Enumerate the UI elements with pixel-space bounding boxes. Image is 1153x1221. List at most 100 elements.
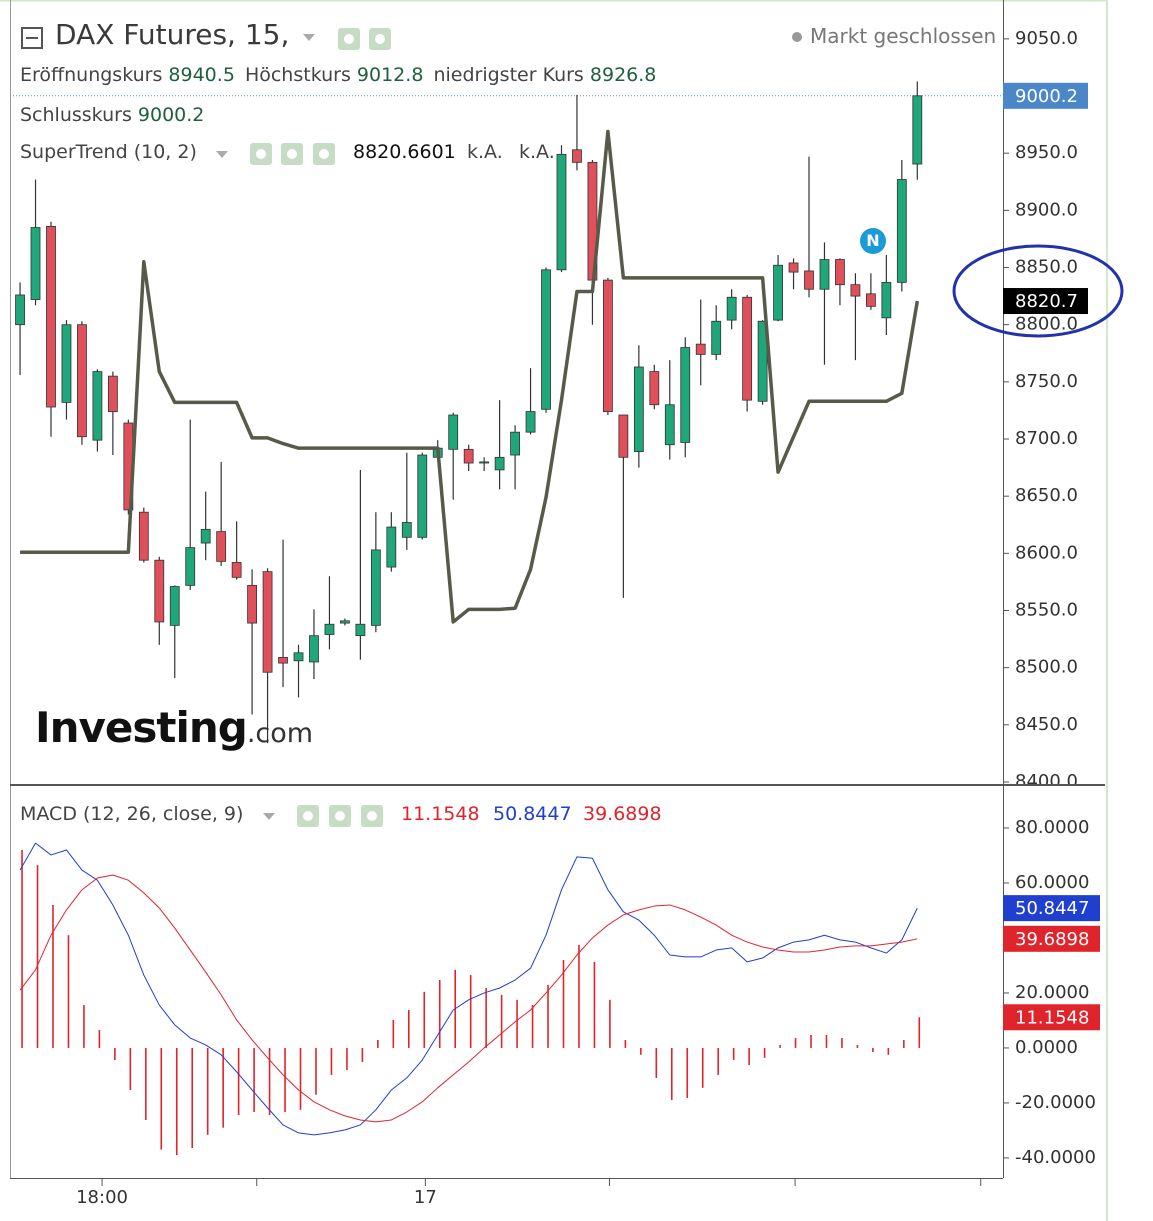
candle-body (541, 269, 551, 410)
candle-body (370, 549, 381, 626)
candle-body (695, 343, 706, 355)
price-tag-label: 50.8447 (1015, 898, 1089, 919)
candle-body (773, 264, 783, 321)
y-tick-label: 8500.0 (1015, 657, 1078, 678)
close-label: Schlusskurs (20, 104, 132, 126)
y-tick-label: 80.0000 (1015, 817, 1089, 838)
candle-body (324, 623, 335, 635)
price-tag-label: 39.6898 (1015, 929, 1089, 950)
y-tick-label: 8600.0 (1015, 542, 1078, 563)
candle-body (742, 296, 753, 401)
settings-icon[interactable] (329, 805, 351, 827)
candle-body (494, 456, 505, 471)
candle-body (138, 511, 149, 561)
high-label: Höchstkurs (244, 64, 351, 86)
highlight-ellipse (952, 244, 1124, 338)
settings-icon[interactable] (369, 28, 391, 50)
watermark-suffix: .com (247, 718, 313, 749)
candle-body (15, 294, 25, 326)
candle-body (525, 411, 536, 433)
dropdown-arrow[interactable] (263, 813, 275, 820)
news-marker[interactable]: N (860, 228, 886, 254)
y-tick-label: 8950.0 (1015, 142, 1078, 163)
candle-body (309, 635, 319, 663)
candle-body (77, 324, 87, 438)
macd-line-value: 50.8447 (493, 803, 572, 825)
macd-signal-value: 39.6898 (583, 803, 662, 825)
status-dot (792, 32, 802, 42)
supertrend-line (20, 129, 920, 624)
watermark: Investing.com (35, 703, 313, 752)
candle-body (448, 414, 459, 450)
x-tick-label: 18:00 (76, 1187, 128, 1208)
candle-body (293, 652, 304, 662)
y-tick-label: 0.0000 (1015, 1037, 1078, 1058)
candle-body (355, 623, 366, 637)
dropdown-arrow[interactable] (303, 34, 315, 41)
price-tag-box (1003, 82, 1088, 109)
high-value: 9012.8 (356, 64, 424, 86)
na-value: k.A. (519, 141, 555, 163)
candle-body (185, 547, 196, 586)
x-tick-label: 17 (414, 1187, 437, 1208)
y-tick-label: 60.0000 (1015, 872, 1089, 893)
candle-body (386, 526, 397, 568)
ohlc-line: Eröffnungskurs 8940.5 Höchstkurs 9012.8 … (20, 64, 656, 86)
candle-body (896, 179, 907, 283)
candle-body (231, 562, 242, 578)
y-tick-label: 8700.0 (1015, 428, 1078, 449)
visibility-icon[interactable] (250, 143, 272, 165)
macd-line (19, 874, 918, 1123)
y-tick-label: 8650.0 (1015, 485, 1078, 506)
y-tick-label: 8550.0 (1015, 600, 1078, 621)
price-tag-box (1003, 1004, 1100, 1031)
candle-body (912, 95, 923, 165)
market-status: Markt geschlossen (810, 24, 997, 48)
candle-body (30, 227, 41, 300)
candle-body (788, 262, 799, 273)
price-tag-label: 9000.2 (1015, 86, 1078, 107)
na-value: k.A. (467, 141, 503, 163)
candle-body (603, 279, 613, 412)
remove-icon[interactable] (313, 143, 335, 165)
chart-title: DAX Futures, 15, (55, 18, 290, 51)
candle-body (850, 284, 861, 297)
remove-icon[interactable] (361, 805, 383, 827)
price-tag-label: 8820.7 (1015, 291, 1078, 312)
y-tick-label: -40.0000 (1015, 1147, 1096, 1168)
candle-body (107, 375, 118, 412)
settings-icon[interactable] (338, 28, 360, 50)
y-tick-label: 8450.0 (1015, 714, 1078, 735)
dropdown-arrow[interactable] (216, 151, 228, 158)
candle-body (510, 431, 520, 456)
candle-body (463, 448, 474, 464)
visibility-icon[interactable] (297, 805, 319, 827)
candle-body (200, 528, 211, 544)
candle-body (278, 656, 288, 664)
candle-body (664, 404, 675, 446)
open-label: Eröffnungskurs (20, 64, 163, 86)
candle-body (633, 366, 644, 452)
candle-body (618, 414, 629, 458)
open-value: 8940.5 (168, 64, 235, 86)
candle-body (835, 259, 845, 286)
candle-body (46, 225, 56, 408)
y-tick-label: 8750.0 (1015, 371, 1078, 392)
candle-body (340, 620, 350, 624)
settings-icon[interactable] (281, 143, 303, 165)
candle-body (649, 371, 660, 406)
candle-body (556, 153, 567, 271)
price-tags: 9000.2 8820.7 50.8447 39.6898 11.1548 (1003, 82, 1100, 1031)
candle-body (92, 371, 103, 441)
candle-body (726, 296, 737, 321)
candle-body (169, 586, 180, 626)
close-line: Schlusskurs 9000.2 (20, 104, 204, 126)
y-tick-label: 8400.0 (1015, 771, 1078, 792)
price-tag-label: 11.1548 (1015, 1007, 1089, 1028)
price-panel: 8400.0 8450.0 8500.0 8550.0 8600.0 8650.0 8700… (10, 28, 1078, 792)
candle-body (865, 293, 876, 307)
candle-body (804, 270, 814, 290)
candle-body (247, 584, 258, 624)
candle-body (154, 559, 165, 623)
